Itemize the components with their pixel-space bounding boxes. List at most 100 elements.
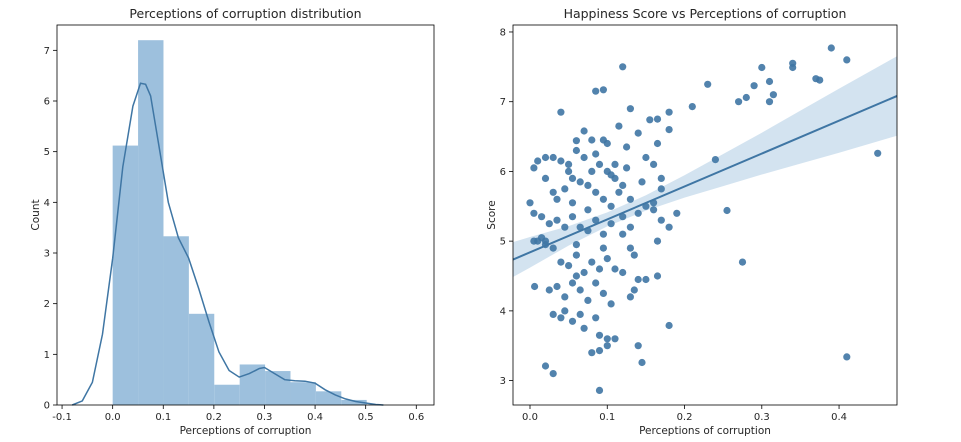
- histogram-bar: [188, 313, 215, 405]
- scatter-point: [561, 307, 569, 315]
- scatter-point: [557, 314, 565, 322]
- scatter-point: [657, 185, 665, 193]
- scatter-point: [607, 300, 615, 308]
- scatter-point: [711, 156, 720, 164]
- scatter-point: [673, 209, 681, 217]
- scatter-point: [553, 216, 561, 224]
- scatter-point: [580, 127, 588, 135]
- scatter-point: [538, 234, 546, 242]
- scatter-point: [592, 150, 600, 158]
- scatter-point: [592, 314, 600, 322]
- scatter-point: [742, 93, 750, 102]
- histogram-bar: [239, 364, 266, 405]
- scatter-point: [553, 195, 561, 203]
- scatter-point: [630, 286, 638, 294]
- scatter-point: [595, 160, 604, 168]
- scatter-point: [557, 108, 565, 116]
- scatter-point: [553, 282, 561, 291]
- scatter-title: Happiness Score vs Perceptions of corrup…: [564, 6, 847, 21]
- scatter-point: [623, 164, 631, 172]
- scatter-point: [588, 167, 596, 175]
- scatter-point: [530, 164, 538, 172]
- y-tick-label: 7: [500, 97, 506, 108]
- scatter-point: [572, 251, 581, 259]
- scatter-point: [538, 213, 546, 221]
- scatter-point: [626, 195, 635, 203]
- scatter-point: [843, 353, 851, 361]
- scatter-point: [592, 216, 600, 224]
- x-tick-label: 0.5: [358, 412, 374, 423]
- scatter-point: [549, 370, 557, 378]
- x-tick-label: 0.3: [257, 412, 273, 423]
- scatter-point: [565, 262, 573, 270]
- scatter-point: [874, 149, 882, 157]
- scatter-point: [541, 153, 550, 162]
- scatter-point: [557, 258, 565, 266]
- scatter-point: [634, 275, 642, 284]
- scatter-point: [607, 220, 615, 228]
- scatter-point: [576, 286, 584, 294]
- scatter-point: [619, 63, 627, 71]
- scatter-point: [549, 244, 557, 252]
- scatter-point: [615, 122, 623, 130]
- scatter-point: [619, 181, 627, 189]
- scatter-point: [619, 213, 627, 221]
- scatter-point: [642, 153, 650, 162]
- scatter-point: [580, 153, 588, 162]
- scatter-point: [634, 342, 642, 350]
- scatter-point: [638, 358, 646, 367]
- scatter-point: [595, 331, 604, 339]
- scatter-point: [572, 241, 581, 249]
- scatter-chart: 0.0 0.1 0.2 0.3 0.4 3 4 5 6 7 8 Happiness Score v…: [486, 6, 898, 437]
- scatter-point: [642, 275, 650, 284]
- scatter-point: [526, 199, 534, 207]
- scatter-point: [599, 230, 608, 238]
- scatter-point: [653, 115, 662, 123]
- scatter-point: [541, 362, 550, 370]
- histogram-bar: [214, 384, 240, 405]
- scatter-point: [541, 174, 550, 182]
- kde-line: [71, 82, 384, 406]
- scatter-point: [619, 268, 627, 277]
- scatter-point: [603, 139, 611, 148]
- y-tick-label: 7: [44, 46, 50, 57]
- histogram-title: Perceptions of corruption distribution: [129, 6, 361, 21]
- scatter-point: [531, 282, 539, 291]
- scatter-point: [665, 108, 673, 116]
- x-tick-label: 0.2: [206, 412, 222, 423]
- scatter-point: [580, 268, 588, 277]
- y-tick-label: 6: [44, 97, 50, 108]
- scatter-point: [576, 178, 584, 186]
- scatter-point: [565, 167, 573, 175]
- scatter-point: [789, 63, 797, 72]
- scatter-point: [595, 386, 604, 394]
- scatter-point: [650, 206, 658, 214]
- x-tick-label: 0.0: [105, 412, 121, 423]
- scatter-point: [603, 342, 611, 350]
- scatter-y-label: Score: [486, 200, 498, 229]
- scatter-point: [534, 157, 542, 165]
- scatter-point: [599, 86, 608, 94]
- y-tick-label: 3: [44, 249, 50, 260]
- scatter-point: [545, 286, 553, 294]
- x-tick-label: 0.1: [599, 412, 615, 423]
- scatter-point: [599, 195, 608, 203]
- histogram-bar: [265, 371, 291, 405]
- x-tick-label: 0.0: [522, 412, 538, 423]
- scatter-point: [638, 178, 646, 186]
- scatter-point: [765, 77, 774, 86]
- y-tick-label: 5: [500, 237, 506, 248]
- y-tick-label: 3: [500, 376, 506, 387]
- scatter-point: [565, 160, 573, 168]
- y-tick-label: 6: [500, 167, 506, 178]
- histogram-x-label: Perceptions of corruption: [180, 425, 312, 437]
- scatter-point: [603, 255, 611, 263]
- scatter-point: [584, 181, 592, 189]
- histogram-frame: [56, 24, 435, 406]
- scatter-point: [657, 216, 665, 224]
- histogram-bar: [290, 382, 316, 405]
- scatter-point: [665, 126, 673, 134]
- scatter-point: [626, 244, 635, 252]
- scatter-point: [588, 349, 596, 357]
- histogram-bar: [315, 391, 342, 405]
